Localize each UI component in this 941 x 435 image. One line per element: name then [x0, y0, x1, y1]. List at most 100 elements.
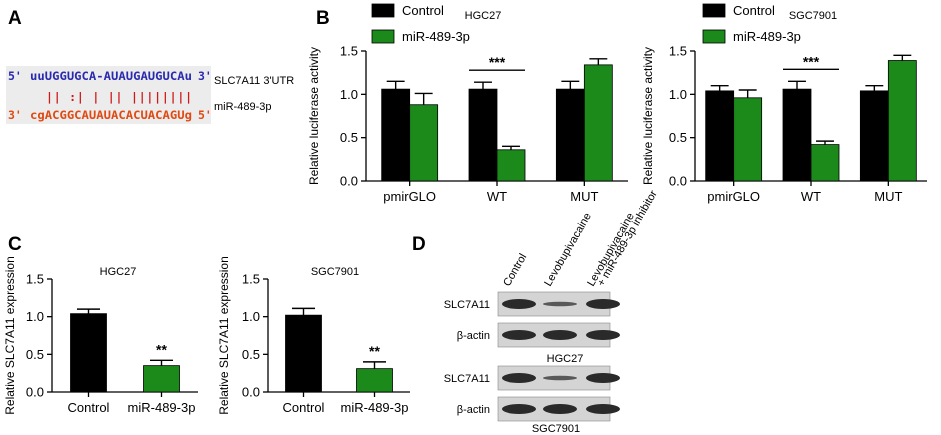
x-tick-label: WT — [801, 189, 821, 204]
blot-cell-line-label: HGC27 — [547, 353, 584, 365]
legend-label: miR-489-3p — [733, 29, 801, 44]
y-axis-title: Relative luciferase activity — [641, 47, 655, 185]
x-tick-label: Control — [283, 400, 325, 415]
legend-swatch — [371, 3, 395, 18]
panel-letter-a: A — [8, 8, 22, 29]
protein-band — [586, 404, 620, 414]
bar — [496, 149, 526, 182]
chart-c-sgc7901: SGC7901 0.0 0.5 1.0 1.5 Relative SLC7A11 expr… — [217, 256, 410, 415]
protein-band — [543, 375, 577, 381]
y-tick-label: 0.0 — [26, 385, 44, 400]
y-tick-label: 1.5 — [340, 44, 358, 59]
x-tick-label: pmirGLO — [707, 189, 760, 204]
legend-swatch — [702, 29, 726, 44]
row-label: β-actin — [457, 330, 490, 342]
chart-b-hgc27: HGC27 0.0 0.5 1.0 1.5 Relative luciferase act… — [307, 3, 628, 204]
x-tick-label: Control — [68, 400, 110, 415]
sequence-alignment: 5' uuUGGUGCA-AUAUGAUGUCAu 3' SLC7A11 3'U… — [6, 66, 294, 124]
bar — [810, 144, 840, 182]
row-label: β-actin — [457, 404, 490, 416]
x-tick-label: WT — [487, 189, 507, 204]
protein-band — [543, 330, 577, 340]
x-tick-label: MUT — [874, 189, 902, 204]
protein-band — [502, 373, 536, 383]
bar — [782, 88, 812, 182]
y-tick-label: 0.0 — [340, 174, 358, 189]
protein-band — [502, 404, 536, 414]
y-tick-label: 1.5 — [26, 272, 44, 287]
protein-band — [543, 404, 577, 414]
bar — [733, 97, 763, 182]
lane-label: Control — [501, 252, 529, 289]
chart-c-hgc27: HGC27 0.0 0.5 1.0 1.5 Relative SLC7A11 expres… — [3, 256, 198, 415]
bar — [70, 313, 107, 393]
bar — [409, 104, 439, 182]
row-label: SLC7A11 — [444, 373, 490, 385]
significance-label: ** — [156, 341, 167, 357]
y-tick-label: 1.0 — [669, 87, 687, 102]
legend-swatch — [371, 29, 395, 44]
y-tick-label: 0.5 — [26, 347, 44, 362]
y-axis-title: Relative luciferase activity — [307, 47, 321, 185]
x-tick-label: miR-489-3p — [128, 400, 196, 415]
legend-label: Control — [733, 3, 775, 18]
y-tick-label: 0.5 — [669, 130, 687, 145]
bar — [705, 90, 735, 182]
chart-title: SGC7901 — [789, 10, 837, 22]
y-axis-title: Relative SLC7A11 expression — [217, 256, 231, 415]
bar — [555, 88, 585, 182]
significance-label: ** — [369, 343, 380, 359]
blot-cell-line-label: SGC7901 — [532, 423, 580, 435]
bar — [859, 90, 889, 182]
mirna-label: miR-489-3p — [214, 101, 271, 113]
panel-letter-d: D — [412, 234, 426, 255]
x-tick-label: pmirGLO — [383, 189, 436, 204]
significance-label: *** — [489, 54, 506, 70]
top-prime3: 3' — [198, 69, 212, 83]
chart-title: HGC27 — [465, 10, 502, 22]
target-label: SLC7A11 3'UTR — [214, 75, 294, 87]
y-tick-label: 0.5 — [340, 130, 358, 145]
x-tick-label: miR-489-3p — [341, 400, 409, 415]
significance-label: *** — [803, 53, 820, 69]
lane-label: Levobupivacaine — [542, 211, 594, 289]
bar — [887, 60, 917, 182]
row-label: SLC7A11 — [444, 299, 490, 311]
legend-label: Control — [402, 3, 444, 18]
bottom-prime5: 5' — [198, 108, 212, 122]
y-tick-label: 0.0 — [669, 174, 687, 189]
chart-b-sgc7901: SGC7901 0.0 0.5 1.0 1.5 Relative luciferase a… — [641, 3, 927, 204]
legend-swatch — [702, 3, 726, 18]
y-tick-label: 1.0 — [26, 309, 44, 324]
top-prime5: 5' — [8, 69, 22, 83]
target-sequence: uuUGGUGCA-AUAUGAUGUCAu — [30, 69, 192, 83]
bar — [381, 88, 411, 182]
lane-label: + miR-489-3p inhibitor — [595, 188, 660, 288]
protein-band — [502, 299, 536, 309]
y-tick-label: 1.0 — [242, 309, 260, 324]
chart-title: HGC27 — [100, 266, 137, 278]
bar — [583, 64, 613, 182]
bar — [356, 368, 393, 393]
legend-label: miR-489-3p — [402, 29, 470, 44]
protein-band — [586, 299, 620, 309]
y-axis-title: Relative SLC7A11 expression — [3, 256, 17, 415]
mirna-sequence: cgACGGCAUAUACACUACAGUg — [30, 108, 192, 122]
panel-letter-b: B — [316, 8, 330, 29]
x-tick-label: MUT — [570, 189, 598, 204]
bar — [285, 314, 322, 393]
protein-band — [586, 373, 620, 383]
sequence-background — [6, 66, 211, 124]
protein-band — [502, 330, 536, 340]
y-tick-label: 1.0 — [340, 87, 358, 102]
y-tick-label: 0.5 — [242, 347, 260, 362]
panel-letter-c: C — [8, 234, 22, 255]
pairing-lines: || :| | || |||||||| — [46, 90, 192, 104]
y-tick-label: 1.5 — [669, 44, 687, 59]
chart-title: SGC7901 — [311, 266, 359, 278]
bottom-prime3: 3' — [8, 108, 22, 122]
bar — [143, 365, 180, 393]
protein-band — [543, 301, 577, 307]
